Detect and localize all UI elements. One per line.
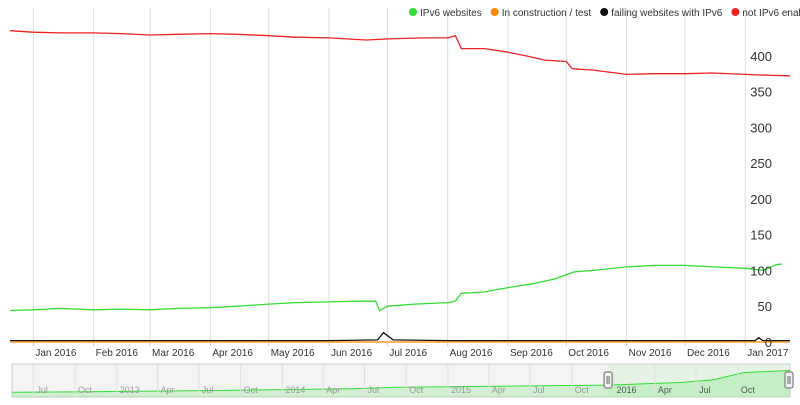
navigator-label-16: Jul bbox=[699, 385, 711, 395]
y-tick-label-4: 200 bbox=[750, 192, 772, 207]
navigator-label-11: Apr bbox=[492, 385, 506, 395]
x-tick-label-3: Apr 2016 bbox=[212, 348, 253, 359]
navigator-background bbox=[11, 363, 791, 398]
navigator-label-14: 2016 bbox=[617, 385, 637, 395]
legend-label-1[interactable]: In construction / test bbox=[502, 8, 592, 19]
vertical-grid bbox=[32, 8, 746, 342]
navigator-label-15: Apr bbox=[658, 385, 672, 395]
x-tick-label-2: Mar 2016 bbox=[152, 348, 195, 359]
range-navigator[interactable]: Jul Oct 2013 Apr Jul Oct 2014 Apr Jul Oct 2015 Apr J… bbox=[11, 363, 794, 398]
navigator-label-3: Apr bbox=[161, 385, 175, 395]
navigator-left-handle[interactable] bbox=[603, 371, 613, 389]
legend-marker-1 bbox=[490, 8, 499, 16]
legend-label-3[interactable]: not IPv6 enabled bbox=[742, 8, 800, 19]
navigator-label-10: 2015 bbox=[451, 385, 471, 395]
series-line-1 bbox=[9, 30, 791, 77]
navigator-label-2: 2013 bbox=[120, 385, 140, 395]
x-tick-label-11: Dec 2016 bbox=[687, 348, 730, 359]
navigator-label-1: Oct bbox=[78, 385, 93, 395]
x-tick-label-0: Jan 2016 bbox=[35, 348, 77, 359]
series-line-2 bbox=[9, 263, 783, 312]
navigator-area bbox=[12, 370, 790, 397]
series-line-3 bbox=[10, 332, 790, 342]
navigator-label-9: Oct bbox=[409, 385, 424, 395]
navigator-label-13: Oct bbox=[575, 385, 590, 395]
x-tick-label-1: Feb 2016 bbox=[96, 348, 139, 359]
x-tick-label-10: Nov 2016 bbox=[629, 348, 672, 359]
x-tick-label-8: Sep 2016 bbox=[510, 348, 553, 359]
navigator-label-8: Jul bbox=[367, 385, 379, 395]
y-tick-label-0: 0 bbox=[765, 335, 772, 350]
y-tick-label-3: 150 bbox=[750, 228, 772, 243]
y-tick-label-1: 50 bbox=[758, 299, 772, 314]
x-axis-ticks: Jan 2016 Feb 2016 Mar 2016 Apr 2016 May 2016… bbox=[32, 342, 789, 359]
legend: IPv6 websites In construction / test faili… bbox=[409, 8, 800, 19]
navigator-label-7: Apr bbox=[326, 385, 340, 395]
legend-label-2[interactable]: failing websites with IPv6 bbox=[611, 8, 723, 19]
x-tick-label-6: Jul 2016 bbox=[389, 348, 427, 359]
x-tick-label-9: Oct 2016 bbox=[568, 348, 609, 359]
x-tick-label-5: Jun 2016 bbox=[331, 348, 373, 359]
navigator-label-5: Oct bbox=[244, 385, 259, 395]
y-tick-label-8: 400 bbox=[750, 49, 772, 64]
navigator-label-12: Jul bbox=[533, 385, 545, 395]
legend-marker-0 bbox=[409, 8, 417, 16]
y-tick-label-7: 350 bbox=[750, 85, 772, 100]
legend-marker-2 bbox=[600, 8, 609, 16]
x-tick-label-4: May 2016 bbox=[271, 348, 315, 359]
navigator-label-6: 2014 bbox=[285, 385, 305, 395]
y-axis-ticks: 0 50 100 150 200 250 300 350 400 bbox=[750, 49, 772, 350]
y-tick-label-5: 250 bbox=[750, 156, 772, 171]
x-tick-label-12: Jan 2017 bbox=[747, 348, 789, 359]
navigator-label-17: Oct bbox=[741, 385, 756, 395]
legend-label-0[interactable]: IPv6 websites bbox=[420, 8, 482, 19]
navigator-label-0: Jul bbox=[36, 385, 48, 395]
y-tick-label-6: 300 bbox=[750, 120, 772, 135]
y-tick-label-2: 100 bbox=[750, 263, 772, 278]
legend-marker-3 bbox=[731, 8, 740, 16]
navigator-right-handle[interactable] bbox=[784, 371, 794, 389]
navigator-label-4: Jul bbox=[202, 385, 214, 395]
series-lines bbox=[9, 30, 791, 343]
x-tick-label-7: Aug 2016 bbox=[450, 348, 493, 359]
navigator-line bbox=[11, 370, 791, 393]
